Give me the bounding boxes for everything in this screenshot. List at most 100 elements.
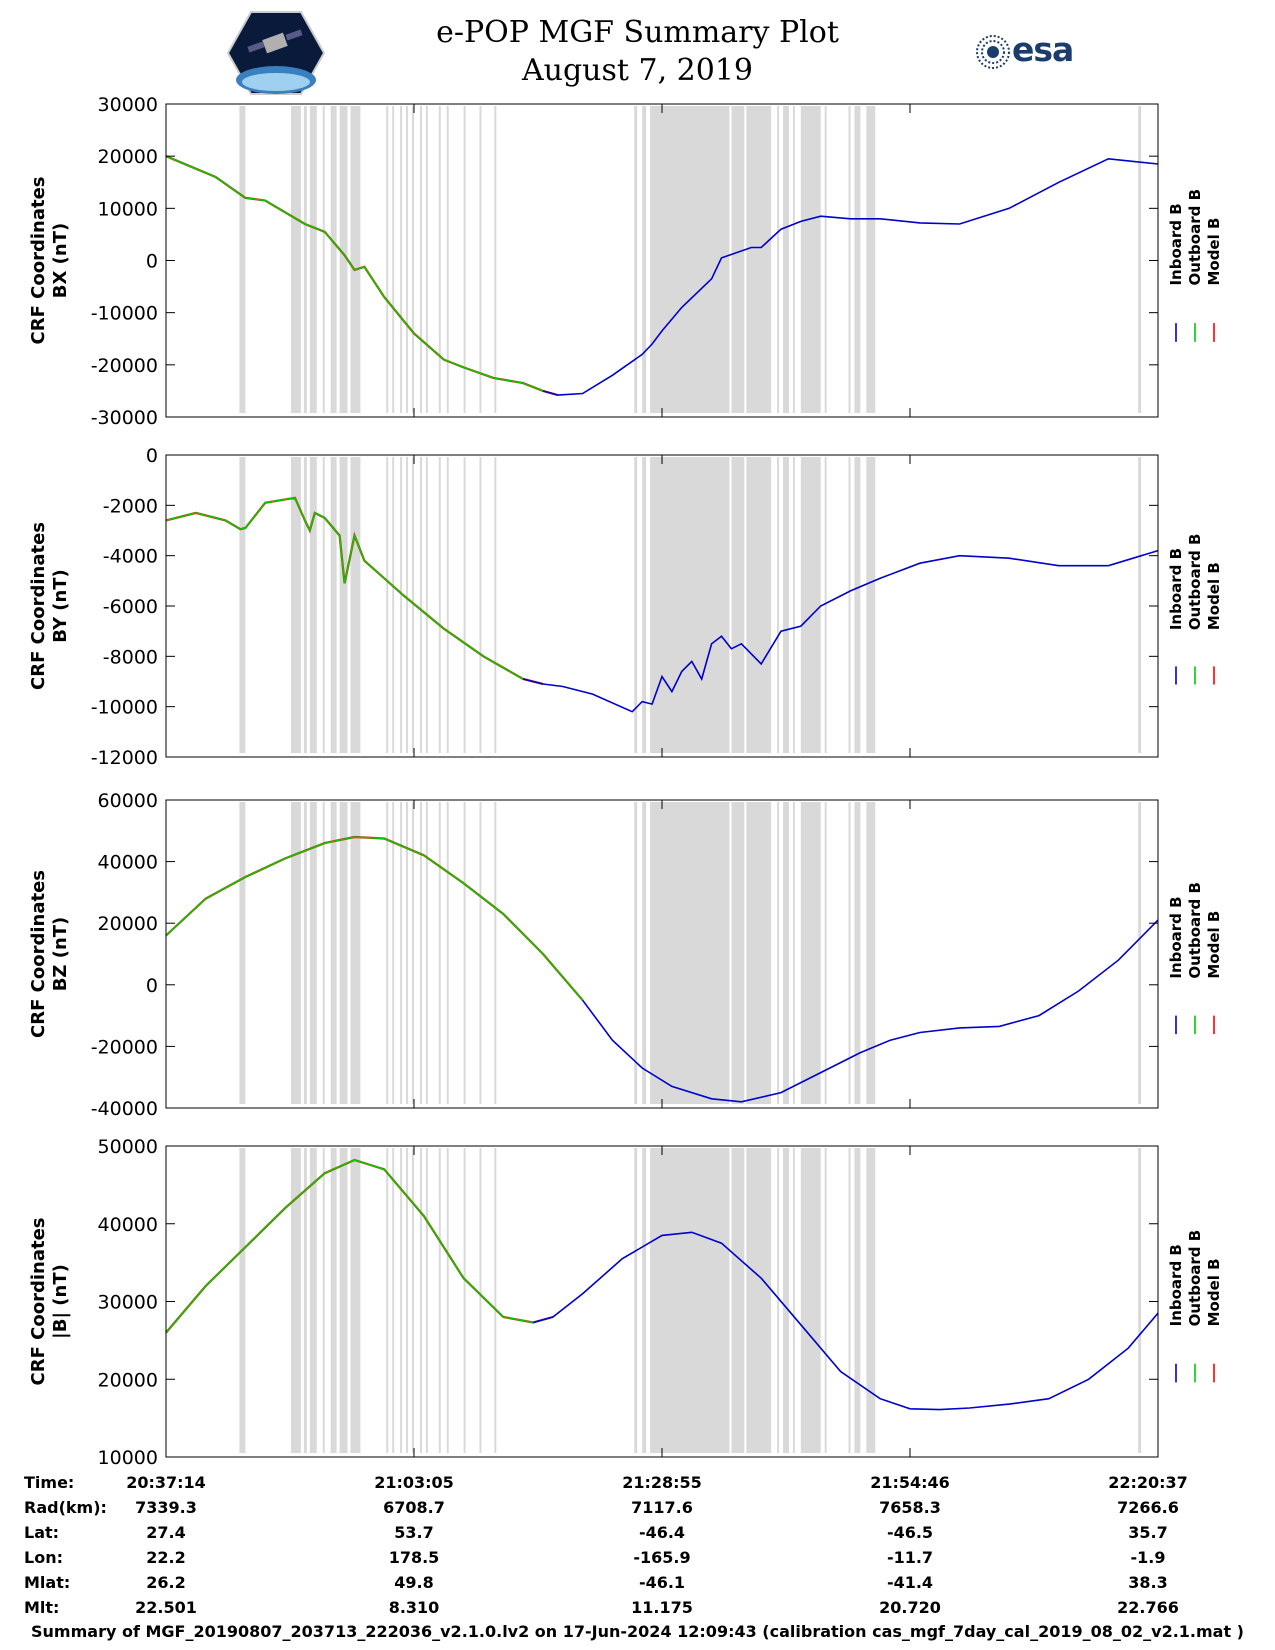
data-gap-band — [634, 1148, 638, 1453]
data-gap-band — [290, 802, 301, 1104]
info-rad-value: 6708.7 — [383, 1498, 445, 1517]
data-gap-band — [746, 106, 772, 413]
data-gap-band — [783, 106, 789, 413]
info-row-label: Mlat: — [24, 1573, 71, 1592]
plot-title: e-POP MGF Summary Plot August 7, 2019 — [0, 14, 1275, 90]
legend-label: Inboard B — [1167, 548, 1185, 630]
y-axis-label: CRF Coordinates — [28, 1218, 49, 1386]
data-gap-band — [303, 106, 307, 413]
data-gap-band — [350, 1148, 361, 1453]
data-gap-band — [854, 457, 861, 753]
data-gap-band — [303, 1148, 307, 1453]
data-gap-band — [650, 802, 730, 1104]
data-gap-band — [419, 106, 422, 413]
info-time-value: 22:20:37 — [1108, 1473, 1188, 1492]
data-gap-band — [866, 1148, 876, 1453]
outboard-b-line — [165, 155, 559, 396]
data-gap-band — [848, 457, 851, 753]
info-lon-value: 178.5 — [388, 1548, 440, 1567]
data-gap-band — [419, 457, 422, 753]
y-axis-label: CRF Coordinates — [28, 177, 49, 345]
y-tick-label: 30000 — [98, 1292, 158, 1314]
data-gap-band — [463, 1148, 466, 1453]
info-mlt-value: 20.720 — [879, 1598, 941, 1617]
data-gap-band — [824, 802, 827, 1104]
data-gap-band — [438, 457, 441, 753]
data-gap-band — [309, 457, 317, 753]
data-gap-band — [339, 1148, 348, 1453]
data-gap-band — [412, 106, 414, 413]
data-gap-band — [777, 1148, 780, 1453]
data-gap-band — [330, 1148, 337, 1453]
legend-label: Outboard B — [1186, 189, 1204, 286]
data-gap-band — [239, 802, 246, 1104]
y-tick-label: -10000 — [91, 303, 158, 325]
legend-label: Outboard B — [1186, 1230, 1204, 1327]
y-axis-label: BZ (nT) — [50, 917, 71, 992]
data-gap-band — [848, 106, 851, 413]
info-row-label: Rad(km): — [24, 1498, 107, 1517]
data-gap-band — [494, 1148, 497, 1453]
data-gap-band — [400, 802, 403, 1104]
data-gap-band — [412, 1148, 414, 1453]
data-gap-band — [400, 1148, 403, 1453]
y-tick-label: 10000 — [98, 1447, 158, 1469]
data-gap-band — [339, 106, 348, 413]
data-gap-band — [330, 106, 337, 413]
legend-label: Model B — [1205, 562, 1223, 630]
y-tick-label: 30000 — [98, 94, 158, 116]
data-gap-band — [386, 802, 389, 1104]
y-tick-label: -2000 — [103, 495, 158, 517]
data-gap-band — [290, 457, 301, 753]
data-gap-band — [425, 106, 428, 413]
data-gap-band — [322, 106, 325, 413]
data-gap-band — [392, 802, 395, 1104]
data-gap-band — [1138, 106, 1142, 413]
legend-label: Outboard B — [1186, 534, 1204, 631]
data-gap-band — [446, 802, 449, 1104]
data-gap-band — [642, 1148, 647, 1453]
info-time-value: 21:03:05 — [374, 1473, 454, 1492]
data-gap-band — [412, 457, 414, 753]
data-gap-band — [866, 106, 876, 413]
footer-caption: Summary of MGF_20190807_203713_222036_v2… — [31, 1622, 1244, 1641]
data-gap-band — [746, 457, 772, 753]
data-gap-band — [419, 802, 422, 1104]
cassiope-logo — [226, 11, 326, 95]
info-mlt-value: 22.501 — [135, 1598, 197, 1617]
data-gap-band — [339, 802, 348, 1104]
y-tick-label: 40000 — [98, 852, 158, 874]
data-gap-band — [303, 802, 307, 1104]
data-gap-band — [322, 457, 325, 753]
data-gap-band — [386, 457, 389, 753]
info-lon-value: -1.9 — [1130, 1548, 1166, 1567]
info-rad-value: 7339.3 — [135, 1498, 197, 1517]
legend-label: Inboard B — [1167, 1244, 1185, 1326]
legend-label: Model B — [1205, 218, 1223, 286]
info-rad-value: 7117.6 — [631, 1498, 693, 1517]
data-gap-band — [392, 106, 395, 413]
data-gap-band — [650, 1148, 730, 1453]
data-gap-band — [746, 1148, 772, 1453]
data-gap-band — [731, 1148, 745, 1453]
inboard-b-line — [532, 1231, 1159, 1411]
data-gap-band — [854, 1148, 861, 1453]
y-tick-label: -6000 — [103, 596, 158, 618]
info-row-label: Lat: — [24, 1523, 60, 1542]
data-gap-band — [1138, 1148, 1142, 1453]
info-time-value: 21:54:46 — [870, 1473, 950, 1492]
y-tick-label: -20000 — [91, 1036, 158, 1058]
info-mlat-value: 26.2 — [146, 1573, 186, 1592]
data-gap-band — [309, 802, 317, 1104]
y-tick-label: 0 — [146, 975, 158, 997]
data-gap-band — [854, 106, 861, 413]
data-gap-band — [412, 802, 414, 1104]
esa-logo-text: esa — [1012, 30, 1074, 69]
outboard-b-line — [165, 496, 544, 685]
data-gap-band — [350, 106, 361, 413]
data-gap-band — [406, 457, 409, 753]
info-lon-value: -165.9 — [633, 1548, 691, 1567]
data-gap-band — [438, 802, 441, 1104]
data-gap-band — [309, 106, 317, 413]
